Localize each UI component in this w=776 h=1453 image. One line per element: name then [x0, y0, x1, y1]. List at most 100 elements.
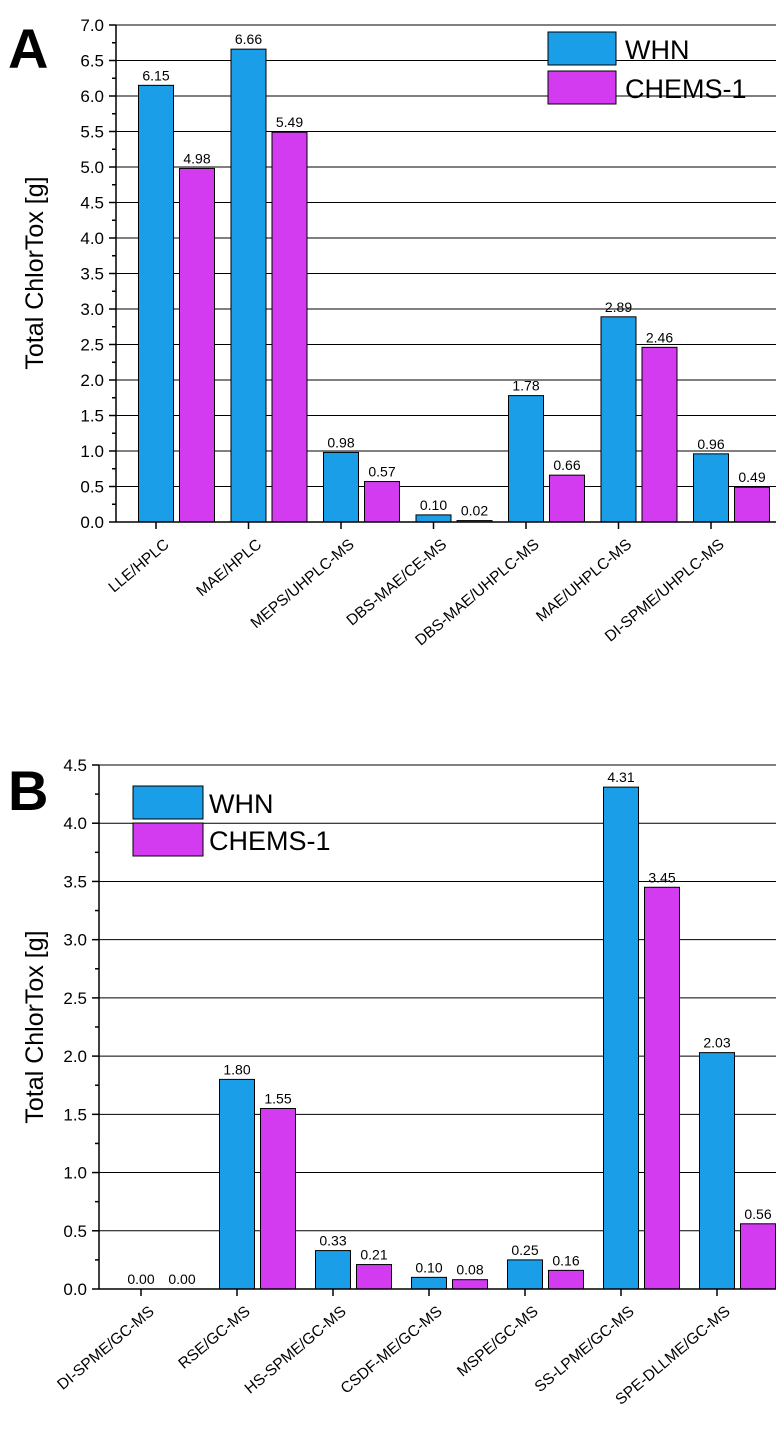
- bar-chems-1: [740, 1223, 776, 1290]
- data-label: 0.33: [319, 1233, 346, 1249]
- bar-whn: [508, 395, 544, 523]
- bar-whn: [600, 316, 637, 523]
- y-tick-label: 0.0: [63, 1280, 87, 1299]
- legend-label: CHEMS-1: [625, 74, 747, 104]
- y-tick-label: 1.5: [80, 407, 104, 426]
- bar-whn: [323, 451, 359, 523]
- data-label: 0.56: [744, 1206, 771, 1222]
- data-label: 0.57: [368, 464, 395, 480]
- bar-chems-1: [179, 167, 215, 523]
- y-tick-label: 2.5: [63, 989, 87, 1008]
- data-label: 6.66: [235, 31, 262, 47]
- data-label: 0.96: [697, 436, 724, 452]
- legend-swatch: [132, 785, 204, 820]
- y-tick-label: 2.0: [80, 371, 104, 390]
- data-label: 3.45: [648, 869, 675, 885]
- data-label: 0.10: [420, 497, 447, 513]
- y-tick-label: 4.0: [63, 814, 87, 833]
- bar-whn: [603, 786, 639, 1290]
- legend-label: CHEMS-1: [209, 826, 331, 856]
- x-tick-label: CSDF-ME/GC-MS: [338, 1303, 446, 1397]
- y-tick-label: 1.0: [80, 442, 104, 461]
- data-label: 0.25: [511, 1242, 538, 1258]
- bar-whn: [230, 48, 267, 523]
- bar-whn: [138, 84, 174, 523]
- data-label: 1.55: [264, 1091, 291, 1107]
- x-tick-label: MAE/HPLC: [193, 536, 265, 600]
- y-tick-label: 0.5: [80, 478, 104, 497]
- y-tick-label: 1.0: [63, 1164, 87, 1183]
- bar-chems-1: [260, 1108, 296, 1290]
- y-tick-label: 2.0: [63, 1047, 87, 1066]
- y-tick-label: 1.5: [63, 1105, 87, 1124]
- bar-chems-1: [548, 1269, 584, 1290]
- chart-panel-b: 0.0 0.5 1.0 1.5 2.0 2.5 3.0 3.5 4.0 4.5 0.00 0.00 DI…: [8, 756, 776, 1409]
- y-axis-title: Total ChlorTox [g]: [21, 930, 49, 1123]
- legend: WHN CHEMS-1: [132, 785, 331, 857]
- panel-label: A: [8, 17, 48, 80]
- legend-label: WHN: [209, 789, 273, 819]
- data-label: 0.98: [327, 434, 354, 450]
- data-label: 0.49: [738, 469, 765, 485]
- y-tick-label: 6.5: [80, 52, 104, 71]
- data-label: 2.03: [703, 1035, 730, 1051]
- y-tick-label: 3.5: [80, 265, 104, 284]
- data-label: 0.02: [461, 503, 488, 519]
- data-label: 0.00: [127, 1271, 154, 1287]
- bar-chems-1: [734, 486, 770, 523]
- legend-label: WHN: [625, 35, 689, 65]
- bar-chems-1: [641, 346, 678, 523]
- y-tick-label: 0.0: [80, 513, 104, 532]
- data-label: 1.78: [512, 378, 539, 394]
- panel-label: B: [8, 759, 48, 822]
- data-label: 5.49: [276, 114, 303, 130]
- bar-chems-1: [549, 474, 585, 523]
- y-tick-label: 0.5: [63, 1222, 87, 1241]
- bar-whn: [507, 1259, 543, 1290]
- y-tick-label: 2.5: [80, 336, 104, 355]
- data-label: 1.80: [223, 1061, 250, 1077]
- data-label: 6.15: [142, 67, 169, 83]
- bar-whn: [415, 514, 452, 523]
- x-tick-label: DBS-MAE/CE-MS: [343, 536, 450, 629]
- bar-chems-1: [452, 1279, 488, 1290]
- bar-chems-1: [644, 886, 680, 1290]
- data-label: 2.46: [646, 329, 673, 345]
- data-label: 0.66: [553, 457, 580, 473]
- bar-whn: [693, 453, 729, 523]
- bar-chems-1: [356, 1264, 392, 1290]
- x-tick-label: HS-SPME/GC-MS: [242, 1303, 350, 1397]
- x-tick-label: SS-LPME/GC-MS: [532, 1303, 638, 1396]
- x-tick-label: LLE/HPLC: [106, 536, 173, 596]
- bar-whn: [411, 1276, 447, 1290]
- legend-swatch: [132, 822, 204, 857]
- y-tick-label: 3.0: [63, 931, 87, 950]
- y-tick-label: 6.0: [80, 87, 104, 106]
- data-label: 0.00: [168, 1271, 195, 1287]
- data-label: 2.89: [605, 299, 632, 315]
- x-tick-label: RSE/GC-MS: [175, 1303, 253, 1372]
- y-axis-title: Total ChlorTox [g]: [21, 176, 49, 369]
- legend-swatch: [547, 70, 617, 105]
- y-tick-label: 3.0: [80, 300, 104, 319]
- y-tick-label: 7.0: [80, 16, 104, 35]
- bar-chems-1: [364, 481, 400, 523]
- chart-panel-a: 0.0 0.5 1.0 1.5 2.0 2.5 3.0 3.5 4.0 4.5 5.0 5.5 6.0 6…: [8, 16, 776, 649]
- y-tick-label: 5.5: [80, 123, 104, 142]
- y-tick-label: 3.5: [63, 872, 87, 891]
- data-label: 4.98: [183, 150, 210, 166]
- x-tick-label: MAE/UHPLC-MS: [533, 536, 635, 625]
- legend: WHN CHEMS-1: [547, 31, 747, 105]
- data-label: 0.21: [360, 1247, 387, 1263]
- y-tick-label: 5.0: [80, 158, 104, 177]
- y-tick-label: 4.5: [80, 194, 104, 213]
- bar-chems-1: [271, 131, 308, 523]
- bar-whn: [219, 1078, 255, 1290]
- y-tick-label: 4.0: [80, 229, 104, 248]
- data-label: 4.31: [607, 769, 634, 785]
- x-tick-label: MEPS/UHPLC-MS: [248, 536, 358, 632]
- x-tick-label: MSPE/GC-MS: [454, 1303, 541, 1380]
- data-label: 0.08: [456, 1262, 483, 1278]
